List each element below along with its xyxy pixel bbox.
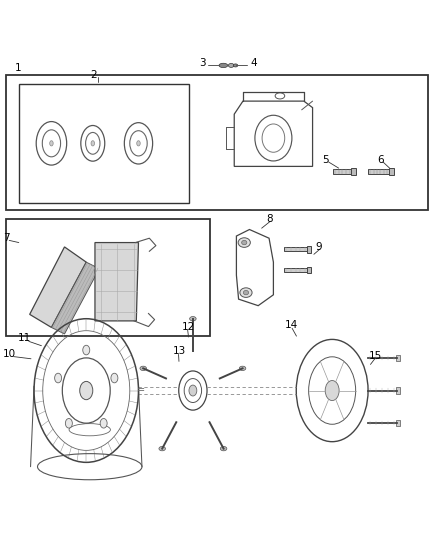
Text: 10: 10 (3, 350, 16, 359)
Ellipse shape (140, 366, 146, 370)
Ellipse shape (219, 63, 228, 68)
Ellipse shape (233, 64, 238, 67)
Text: 12: 12 (182, 322, 195, 333)
Ellipse shape (228, 63, 234, 67)
Ellipse shape (220, 447, 227, 451)
Ellipse shape (111, 373, 118, 383)
Text: 11: 11 (18, 333, 31, 343)
Text: 5: 5 (322, 155, 329, 165)
Bar (396, 420, 400, 426)
Text: 1: 1 (14, 63, 21, 74)
Bar (284, 247, 310, 251)
Ellipse shape (80, 382, 93, 400)
Ellipse shape (244, 290, 249, 295)
Bar (307, 246, 311, 253)
Ellipse shape (239, 366, 246, 370)
Bar (368, 169, 392, 174)
Text: 3: 3 (199, 58, 206, 68)
Text: 15: 15 (369, 351, 382, 361)
Text: 2: 2 (91, 70, 97, 80)
Bar (19, 84, 188, 204)
Polygon shape (30, 247, 86, 327)
Text: 8: 8 (266, 214, 272, 224)
Ellipse shape (91, 141, 95, 146)
Ellipse shape (49, 141, 53, 146)
Text: 13: 13 (173, 346, 186, 357)
Ellipse shape (100, 418, 107, 428)
Bar (6, 75, 428, 210)
Ellipse shape (159, 447, 166, 451)
Ellipse shape (242, 240, 247, 245)
Text: 9: 9 (316, 242, 322, 252)
Polygon shape (51, 262, 99, 334)
Text: 7: 7 (3, 233, 9, 243)
Polygon shape (95, 243, 138, 321)
Ellipse shape (189, 385, 197, 396)
Text: 14: 14 (285, 320, 298, 330)
Ellipse shape (137, 141, 140, 146)
Ellipse shape (55, 373, 62, 383)
Bar (6, 219, 210, 336)
Ellipse shape (325, 381, 339, 400)
Ellipse shape (238, 238, 251, 247)
Ellipse shape (240, 288, 252, 297)
Ellipse shape (83, 345, 90, 355)
Bar (284, 268, 310, 272)
Bar (307, 266, 311, 273)
Bar (389, 168, 393, 175)
Bar (396, 355, 400, 361)
Bar (351, 168, 356, 175)
Text: 4: 4 (251, 58, 257, 68)
Text: =: = (137, 385, 145, 395)
Bar (396, 387, 400, 393)
Ellipse shape (190, 317, 196, 321)
Ellipse shape (65, 418, 72, 428)
Text: 6: 6 (378, 155, 384, 165)
Bar (333, 169, 354, 174)
